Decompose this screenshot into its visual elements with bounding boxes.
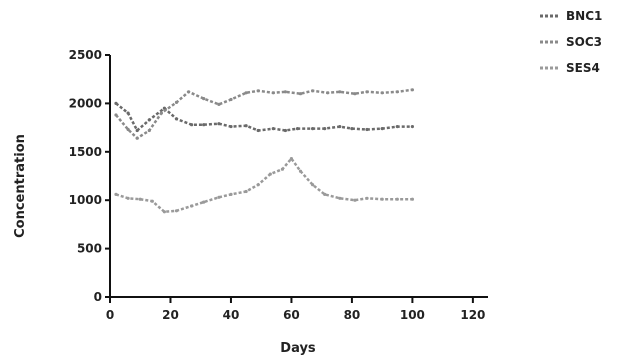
data-point <box>229 125 233 129</box>
y-ticks: 0 500 1000 1500 2000 2500 <box>69 48 110 304</box>
data-point <box>244 124 248 128</box>
data-point <box>410 88 414 92</box>
data-point <box>311 127 315 131</box>
data-point <box>410 125 414 129</box>
data-point <box>217 195 221 199</box>
data-point <box>326 91 330 95</box>
data-point <box>365 127 369 132</box>
data-point <box>229 192 233 196</box>
data-point <box>380 197 384 201</box>
data-point <box>244 189 248 194</box>
data-point <box>298 92 303 96</box>
data-point <box>244 91 248 95</box>
series-lines <box>114 88 414 214</box>
data-point <box>323 192 327 196</box>
data-point <box>147 128 151 133</box>
x-tick-label: 60 <box>283 308 300 322</box>
data-point <box>217 102 221 106</box>
data-point <box>135 136 139 140</box>
data-point <box>289 157 293 161</box>
legend-label: SOC3 <box>566 35 602 49</box>
data-point <box>174 117 179 121</box>
data-point <box>395 90 399 94</box>
data-point <box>295 127 300 131</box>
data-point <box>256 183 260 187</box>
data-point <box>271 91 275 95</box>
data-point <box>311 89 315 93</box>
data-point <box>323 127 327 131</box>
data-point <box>353 198 357 202</box>
x-ticks: 0 20 40 60 80 100 120 <box>106 297 485 322</box>
data-point <box>365 90 369 94</box>
x-axis-title: Days <box>280 341 316 356</box>
data-point <box>147 118 151 122</box>
data-point <box>190 204 194 208</box>
data-point <box>217 122 221 126</box>
x-tick-label: 120 <box>460 308 485 322</box>
data-point <box>298 169 303 173</box>
y-tick-label: 2500 <box>69 48 102 62</box>
data-point <box>135 128 139 133</box>
y-tick-label: 2000 <box>69 96 102 110</box>
data-point <box>283 90 287 94</box>
data-point <box>114 101 118 105</box>
data-point <box>353 92 357 96</box>
data-point <box>229 97 233 102</box>
data-point <box>268 172 272 176</box>
data-point <box>126 127 130 132</box>
data-point <box>280 167 284 171</box>
legend-label: SES4 <box>566 61 600 75</box>
data-point <box>190 123 194 127</box>
data-point <box>395 125 399 129</box>
data-point <box>338 196 342 200</box>
data-point <box>365 196 369 200</box>
y-tick-label: 500 <box>77 242 102 256</box>
data-point <box>174 209 179 213</box>
data-point <box>159 111 163 115</box>
legend-label: BNC1 <box>566 9 602 23</box>
data-point <box>202 123 206 127</box>
data-point <box>138 197 142 201</box>
data-point <box>126 196 130 200</box>
data-point <box>162 210 166 214</box>
data-point <box>283 128 287 133</box>
data-point <box>174 100 179 104</box>
data-point <box>114 192 118 196</box>
chart-legend: BNC1 SOC3 SES4 <box>540 9 602 75</box>
y-axis-title: Concentration <box>13 134 28 238</box>
data-point <box>410 197 414 201</box>
x-tick-label: 40 <box>223 308 240 322</box>
y-tick-label: 0 <box>94 290 102 304</box>
data-point <box>380 91 384 95</box>
data-point <box>271 127 275 131</box>
x-tick-label: 20 <box>162 308 179 322</box>
x-tick-label: 80 <box>344 308 361 322</box>
data-point <box>311 183 315 187</box>
data-point <box>350 127 354 131</box>
data-point <box>202 97 206 101</box>
data-point <box>150 199 154 203</box>
data-point <box>202 200 206 204</box>
data-point <box>256 128 260 133</box>
y-tick-label: 1000 <box>69 193 102 207</box>
data-point <box>338 90 342 94</box>
data-point <box>187 90 191 94</box>
series-line-bnc1 <box>115 102 413 132</box>
data-point <box>338 125 342 129</box>
series-line-ses4 <box>115 157 413 214</box>
x-tick-label: 100 <box>400 308 425 322</box>
data-point <box>380 127 384 131</box>
chart-axes <box>108 55 488 298</box>
y-tick-label: 1500 <box>69 145 102 159</box>
data-point <box>114 113 118 117</box>
data-point <box>126 111 130 115</box>
data-point <box>256 89 260 93</box>
data-point <box>395 197 399 201</box>
x-tick-label: 0 <box>106 308 114 322</box>
